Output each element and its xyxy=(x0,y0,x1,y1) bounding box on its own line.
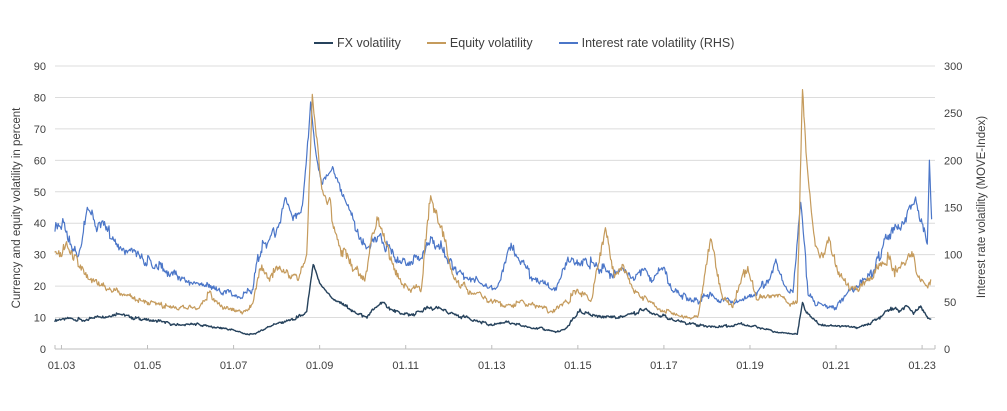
chart-legend: FX volatility Equity volatility Interest… xyxy=(314,36,734,50)
interest-rate-volatility-line-swatch xyxy=(558,42,578,44)
x-axis-tick-label: 01.07 xyxy=(220,360,248,372)
y-axis-tick-label-right: 100 xyxy=(944,250,962,262)
left-axis-title: Currency and equity volatility in percen… xyxy=(11,107,23,309)
legend-item-interest-rate-volatility: Interest rate volatility (RHS) xyxy=(558,36,735,50)
series-line-equity-volatility xyxy=(54,88,932,320)
y-axis-tick-label-left: 40 xyxy=(34,218,46,230)
fx-volatility-line-swatch xyxy=(314,42,333,44)
y-axis-tick-label-right: 50 xyxy=(944,297,956,309)
y-axis-tick-label-left: 20 xyxy=(34,281,46,293)
x-axis-tick-label: 01.09 xyxy=(306,360,334,372)
x-axis-tick-label: 01.23 xyxy=(908,360,936,372)
y-axis-tick-label-left: 50 xyxy=(34,187,46,199)
legend-item-equity-volatility: Equity volatility xyxy=(426,36,533,50)
x-axis-tick-label: 01.13 xyxy=(478,360,506,372)
series-line-fx-volatility xyxy=(54,263,932,336)
x-axis-tick-label: 01.05 xyxy=(134,360,162,372)
y-axis-tick-label-left: 70 xyxy=(34,124,46,136)
legend-item-fx-volatility: FX volatility xyxy=(314,36,401,50)
y-axis-tick-label-left: 80 xyxy=(34,92,46,104)
y-axis-tick-label-left: 60 xyxy=(34,155,46,167)
y-axis-tick-label-right: 150 xyxy=(944,203,962,215)
x-axis-tick-label: 01.03 xyxy=(48,360,76,372)
x-axis-tick-label: 01.19 xyxy=(736,360,764,372)
x-axis-tick-label: 01.11 xyxy=(392,360,419,372)
y-axis-tick-label-right: 200 xyxy=(944,155,962,167)
series-line-interest-rate-volatility-rhs xyxy=(54,101,933,311)
y-axis-tick-label-right: 250 xyxy=(944,108,962,120)
equity-volatility-line-swatch xyxy=(426,42,446,44)
y-axis-tick-label-left: 30 xyxy=(34,250,46,262)
x-axis-tick-label: 01.17 xyxy=(650,360,678,372)
y-axis-tick-label-right: 300 xyxy=(944,61,962,73)
legend-label-fx-volatility: FX volatility xyxy=(337,36,401,50)
x-axis-tick-label: 01.21 xyxy=(822,360,850,372)
y-axis-tick-label-left: 90 xyxy=(34,61,46,73)
x-axis-tick-label: 01.15 xyxy=(564,360,592,372)
right-axis-title: Interest rate volatility (MOVE-Index) xyxy=(976,115,988,299)
y-axis-tick-label-left: 0 xyxy=(40,344,46,356)
y-axis-tick-label-right: 0 xyxy=(944,344,950,356)
legend-label-interest-rate-volatility: Interest rate volatility (RHS) xyxy=(581,36,735,50)
y-axis-tick-label-left: 10 xyxy=(34,313,46,325)
legend-label-equity-volatility: Equity volatility xyxy=(449,36,533,50)
